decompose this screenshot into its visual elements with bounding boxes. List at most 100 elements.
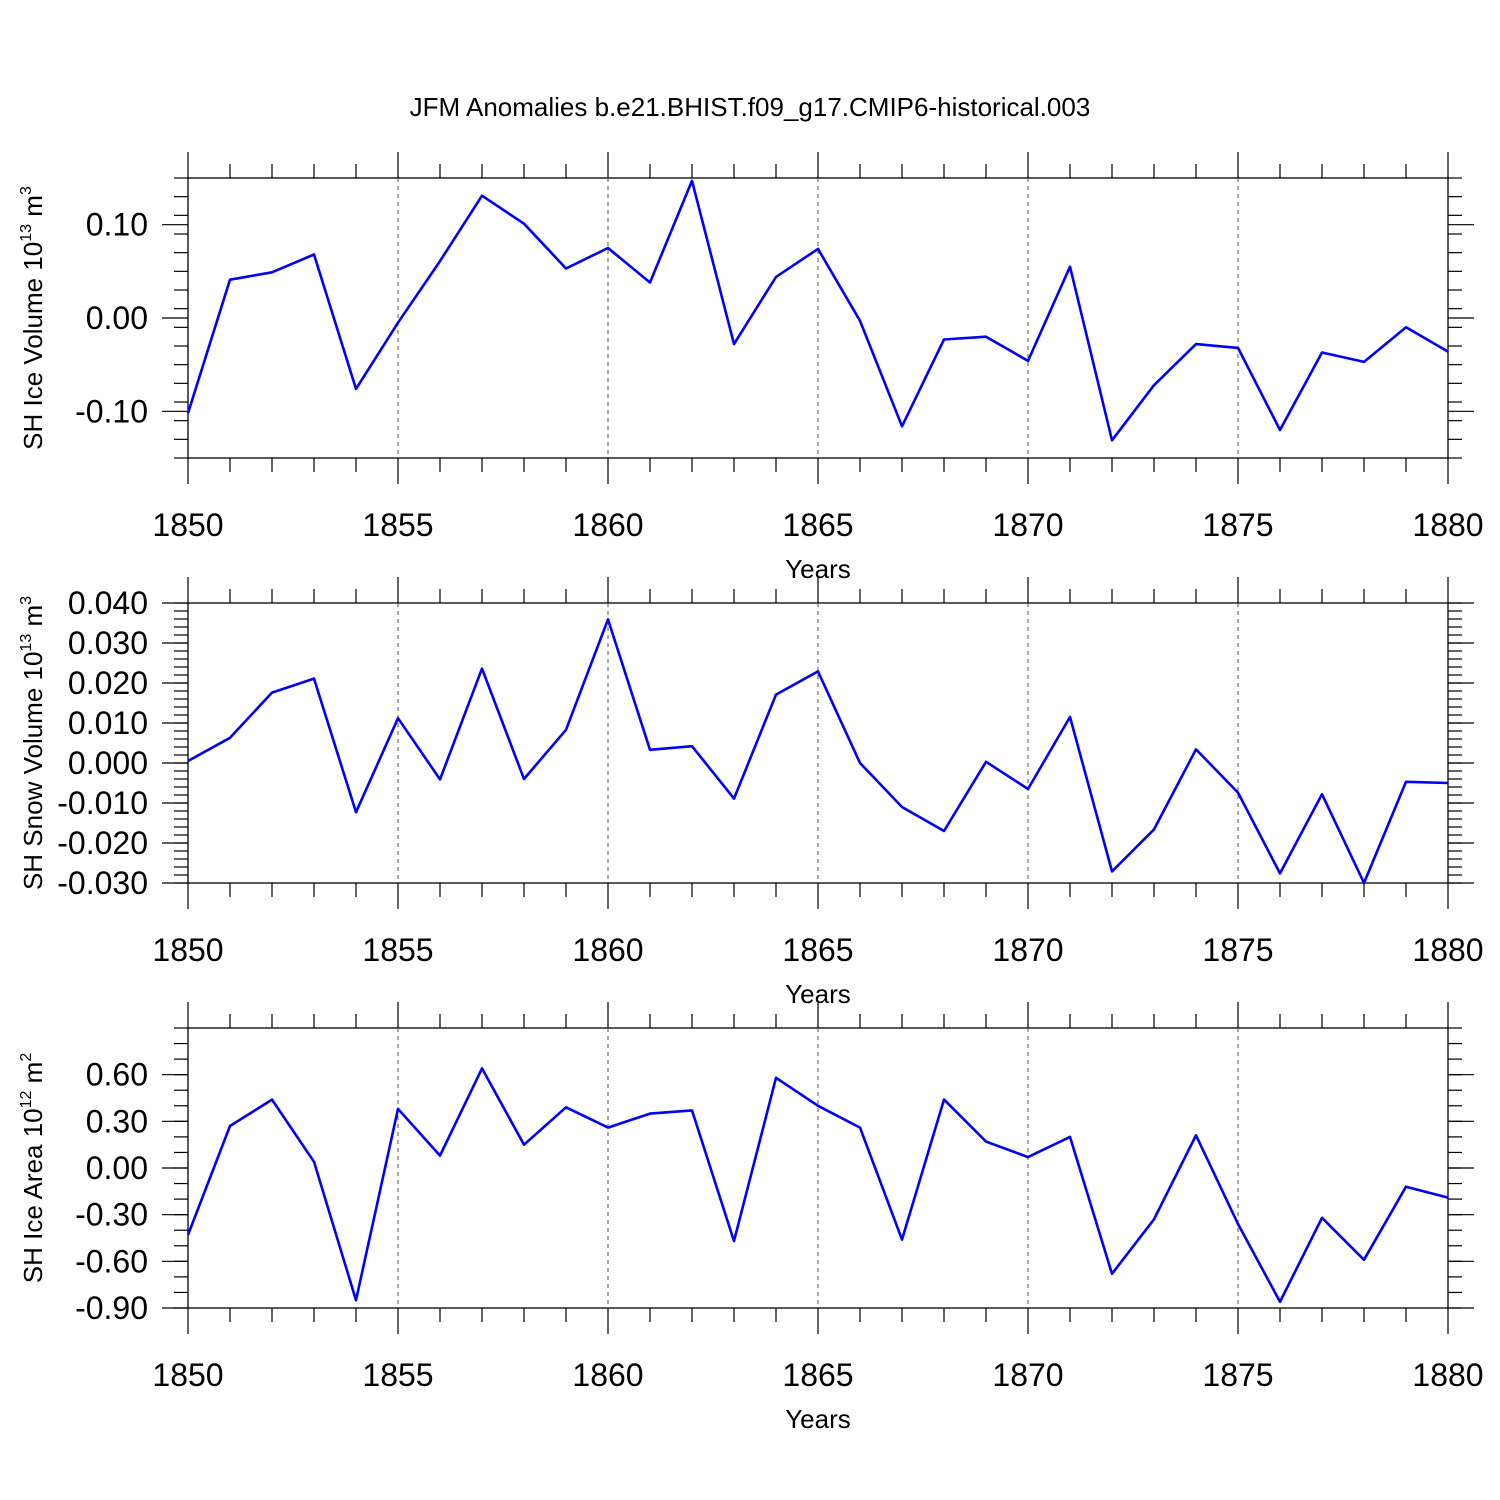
data-point bbox=[271, 271, 273, 273]
y-axis-label: SH Snow Volume 1013 m3 bbox=[18, 596, 48, 890]
data-point bbox=[1069, 716, 1071, 718]
data-point bbox=[817, 670, 819, 672]
y-axis-label: SH Ice Area 1012 m2 bbox=[18, 1053, 48, 1284]
y-tick-label: 0.020 bbox=[68, 665, 148, 701]
chart-title: JFM Anomalies b.e21.BHIST.f09_g17.CMIP6-… bbox=[410, 92, 1091, 122]
data-point bbox=[1111, 870, 1113, 872]
data-point bbox=[859, 1127, 861, 1129]
y-tick-label: 0.60 bbox=[86, 1057, 148, 1093]
y-axis-label-unit-exponent: 2 bbox=[18, 1053, 35, 1062]
data-point bbox=[1405, 1186, 1407, 1188]
y-tick-label: 0.010 bbox=[68, 705, 148, 741]
data-point bbox=[1153, 1218, 1155, 1220]
data-point bbox=[1195, 748, 1197, 750]
data-point bbox=[523, 778, 525, 780]
data-point bbox=[649, 282, 651, 284]
y-tick-label: 0.030 bbox=[68, 625, 148, 661]
y-axis-label-unit-exponent: 3 bbox=[18, 596, 35, 605]
data-point bbox=[355, 388, 357, 390]
data-point bbox=[943, 1099, 945, 1101]
data-point bbox=[1237, 792, 1239, 794]
data-point bbox=[481, 195, 483, 197]
data-point bbox=[565, 1106, 567, 1108]
x-tick-label: 1860 bbox=[572, 507, 643, 543]
x-tick-label: 1870 bbox=[992, 932, 1063, 968]
data-point bbox=[1237, 1223, 1239, 1225]
data-point bbox=[229, 1125, 231, 1127]
data-point bbox=[691, 180, 693, 182]
data-point bbox=[565, 729, 567, 731]
data-point bbox=[901, 425, 903, 427]
snow-volume-panel: 1850 1855 1860 1865 1870 1875 1880Years-0.030-… bbox=[18, 577, 1484, 1009]
data-point bbox=[859, 320, 861, 322]
data-point bbox=[607, 247, 609, 249]
y-axis-label-exponent: 13 bbox=[18, 224, 35, 242]
data-point bbox=[649, 1113, 651, 1115]
ice-volume-panel: 1850 1855 1860 1865 1870 1875 1880Years-0.100.… bbox=[18, 152, 1484, 584]
data-point bbox=[901, 1239, 903, 1241]
y-axis-label-main: SH Snow Volume 10 bbox=[18, 652, 48, 890]
series-line bbox=[186, 1067, 1449, 1304]
data-point bbox=[1195, 1134, 1197, 1136]
data-point bbox=[397, 322, 399, 324]
x-tick-label: 1870 bbox=[992, 1357, 1063, 1393]
data-point bbox=[313, 678, 315, 680]
x-tick-label: 1870 bbox=[992, 507, 1063, 543]
x-tick-label: 1880 bbox=[1412, 1357, 1483, 1393]
y-tick-label: 0.10 bbox=[86, 207, 148, 243]
data-point bbox=[1069, 266, 1071, 268]
data-point bbox=[271, 692, 273, 694]
data-point bbox=[1027, 1156, 1029, 1158]
y-tick-label: 0.040 bbox=[68, 585, 148, 621]
y-tick-label: -0.90 bbox=[75, 1290, 148, 1326]
y-axis-label-exponent: 13 bbox=[18, 634, 35, 652]
data-point bbox=[1447, 1197, 1449, 1199]
data-point bbox=[985, 761, 987, 763]
data-point bbox=[901, 806, 903, 808]
y-tick-label: -0.10 bbox=[75, 393, 148, 429]
data-point bbox=[313, 254, 315, 256]
x-tick-label: 1880 bbox=[1412, 932, 1483, 968]
data-point bbox=[523, 1144, 525, 1146]
data-point bbox=[859, 762, 861, 764]
data-point bbox=[1111, 1273, 1113, 1275]
data-point bbox=[187, 1234, 189, 1236]
data-point bbox=[1321, 352, 1323, 354]
data-point bbox=[691, 1109, 693, 1111]
data-point bbox=[1321, 793, 1323, 795]
data-point bbox=[1111, 439, 1113, 441]
y-tick-label: 0.000 bbox=[68, 745, 148, 781]
data-point bbox=[775, 276, 777, 278]
data-point bbox=[1069, 1136, 1071, 1138]
y-axis-label-unit: m bbox=[18, 195, 48, 224]
data-point bbox=[397, 1108, 399, 1110]
x-tick-label: 1850 bbox=[152, 507, 223, 543]
y-tick-label: 0.30 bbox=[86, 1103, 148, 1139]
y-axis-label-main: SH Ice Volume 10 bbox=[18, 242, 48, 450]
data-point bbox=[649, 749, 651, 751]
data-point bbox=[607, 1127, 609, 1129]
series-line bbox=[186, 179, 1449, 442]
y-axis-label-unit: m bbox=[18, 605, 48, 634]
data-point bbox=[1195, 343, 1197, 345]
y-tick-label: -0.30 bbox=[75, 1197, 148, 1233]
x-tick-label: 1865 bbox=[782, 507, 853, 543]
data-point bbox=[397, 717, 399, 719]
data-point bbox=[733, 798, 735, 800]
data-point bbox=[355, 811, 357, 813]
y-tick-label: -0.030 bbox=[57, 865, 148, 901]
data-point bbox=[1237, 347, 1239, 349]
y-axis-label-exponent: 12 bbox=[18, 1090, 35, 1108]
y-tick-label: 0.00 bbox=[86, 300, 148, 336]
data-point bbox=[187, 412, 189, 414]
data-point bbox=[733, 1240, 735, 1242]
x-tick-label: 1865 bbox=[782, 1357, 853, 1393]
data-point bbox=[271, 1099, 273, 1101]
data-point bbox=[775, 694, 777, 696]
data-point bbox=[985, 336, 987, 338]
data-point bbox=[985, 1141, 987, 1143]
y-axis-label-unit: m bbox=[18, 1062, 48, 1091]
data-point bbox=[313, 1161, 315, 1163]
data-point bbox=[1153, 384, 1155, 386]
x-tick-label: 1855 bbox=[362, 507, 433, 543]
